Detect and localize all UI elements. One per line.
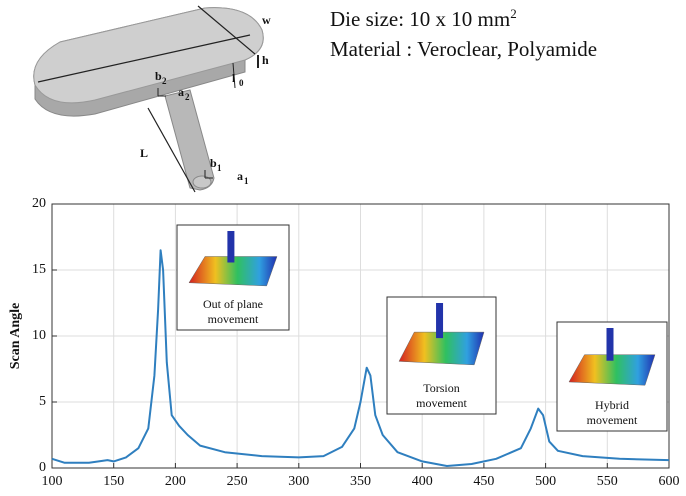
diagram-label-sub: 0	[239, 78, 244, 88]
diagram-label: w	[262, 13, 271, 27]
x-tick-label: 450	[473, 474, 494, 489]
diagram-label: a	[237, 169, 243, 183]
diagram-label: l	[232, 71, 236, 85]
y-tick-label: 10	[32, 328, 46, 343]
diagram-label: L	[140, 146, 148, 160]
diagram-label-sub: 1	[244, 176, 249, 186]
y-tick-label: 5	[39, 394, 46, 409]
annotation: Hybrid	[595, 398, 629, 412]
y-tick-label: 20	[32, 196, 46, 211]
diagram-label: a	[178, 85, 184, 99]
inset-stem	[227, 231, 235, 263]
x-tick-label: 250	[227, 474, 248, 489]
annotation: movement	[208, 312, 259, 326]
inset-stem	[436, 303, 444, 339]
inset-plate	[398, 331, 485, 366]
x-tick-label: 300	[288, 474, 309, 489]
data-line	[51, 249, 670, 467]
diagram-label: b	[155, 69, 162, 83]
y-tick-label: 0	[39, 460, 46, 475]
plot-frame	[51, 203, 670, 469]
x-tick-label: 400	[412, 474, 433, 489]
diagram-label: h	[262, 53, 269, 67]
x-tick-label: 350	[350, 474, 371, 489]
annotation: Out of plane	[203, 297, 263, 311]
chart: 0 5 10 15 20 100 150 200 250 300 350 400 450 500 550 60…	[8, 196, 679, 489]
inset-plate	[188, 256, 278, 287]
x-tick-label: 200	[165, 474, 186, 489]
x-tick-label: 150	[103, 474, 124, 489]
x-tick-label: 500	[535, 474, 556, 489]
annotation: movement	[416, 396, 467, 410]
annotation: Torsion	[423, 381, 460, 395]
x-tick-label: 100	[42, 474, 63, 489]
x-tick-label: 550	[597, 474, 618, 489]
diagram-label-sub: 2	[185, 92, 190, 102]
annotation: movement	[587, 413, 638, 427]
x-tick-label: 600	[659, 474, 680, 489]
y-tick-label: 15	[32, 262, 46, 277]
inset-plate	[568, 354, 656, 386]
material: Material : Veroclear, Polyamide	[330, 37, 597, 61]
die-size: Die size: 10 x 10 mm2	[330, 6, 517, 31]
diagram-label: b	[210, 156, 217, 170]
device-diagram	[33, 5, 264, 193]
y-axis-label: Scan Angle	[8, 303, 23, 370]
diagram-label-sub: 1	[217, 163, 222, 173]
inset-stem	[606, 328, 614, 361]
diagram-label-sub: 2	[162, 76, 167, 86]
